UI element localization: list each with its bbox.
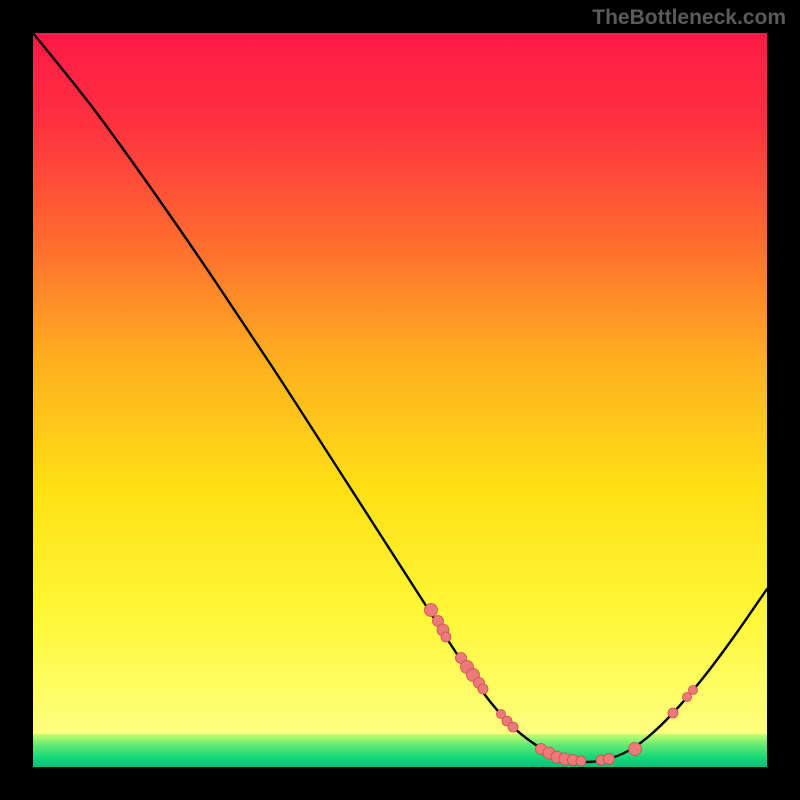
chart-plot-area xyxy=(33,33,767,767)
chart-marker xyxy=(576,756,586,766)
chart-marker xyxy=(604,754,615,765)
chart-line-path xyxy=(33,33,767,762)
chart-markers-group xyxy=(425,604,698,767)
chart-marker xyxy=(508,722,518,732)
chart-marker xyxy=(478,684,488,694)
chart-marker xyxy=(629,743,642,756)
chart-marker xyxy=(689,686,698,695)
watermark-text: TheBottleneck.com xyxy=(592,6,786,30)
chart-marker xyxy=(425,604,438,617)
chart-marker xyxy=(668,708,678,718)
chart-marker xyxy=(441,632,451,642)
chart-svg xyxy=(33,33,767,767)
